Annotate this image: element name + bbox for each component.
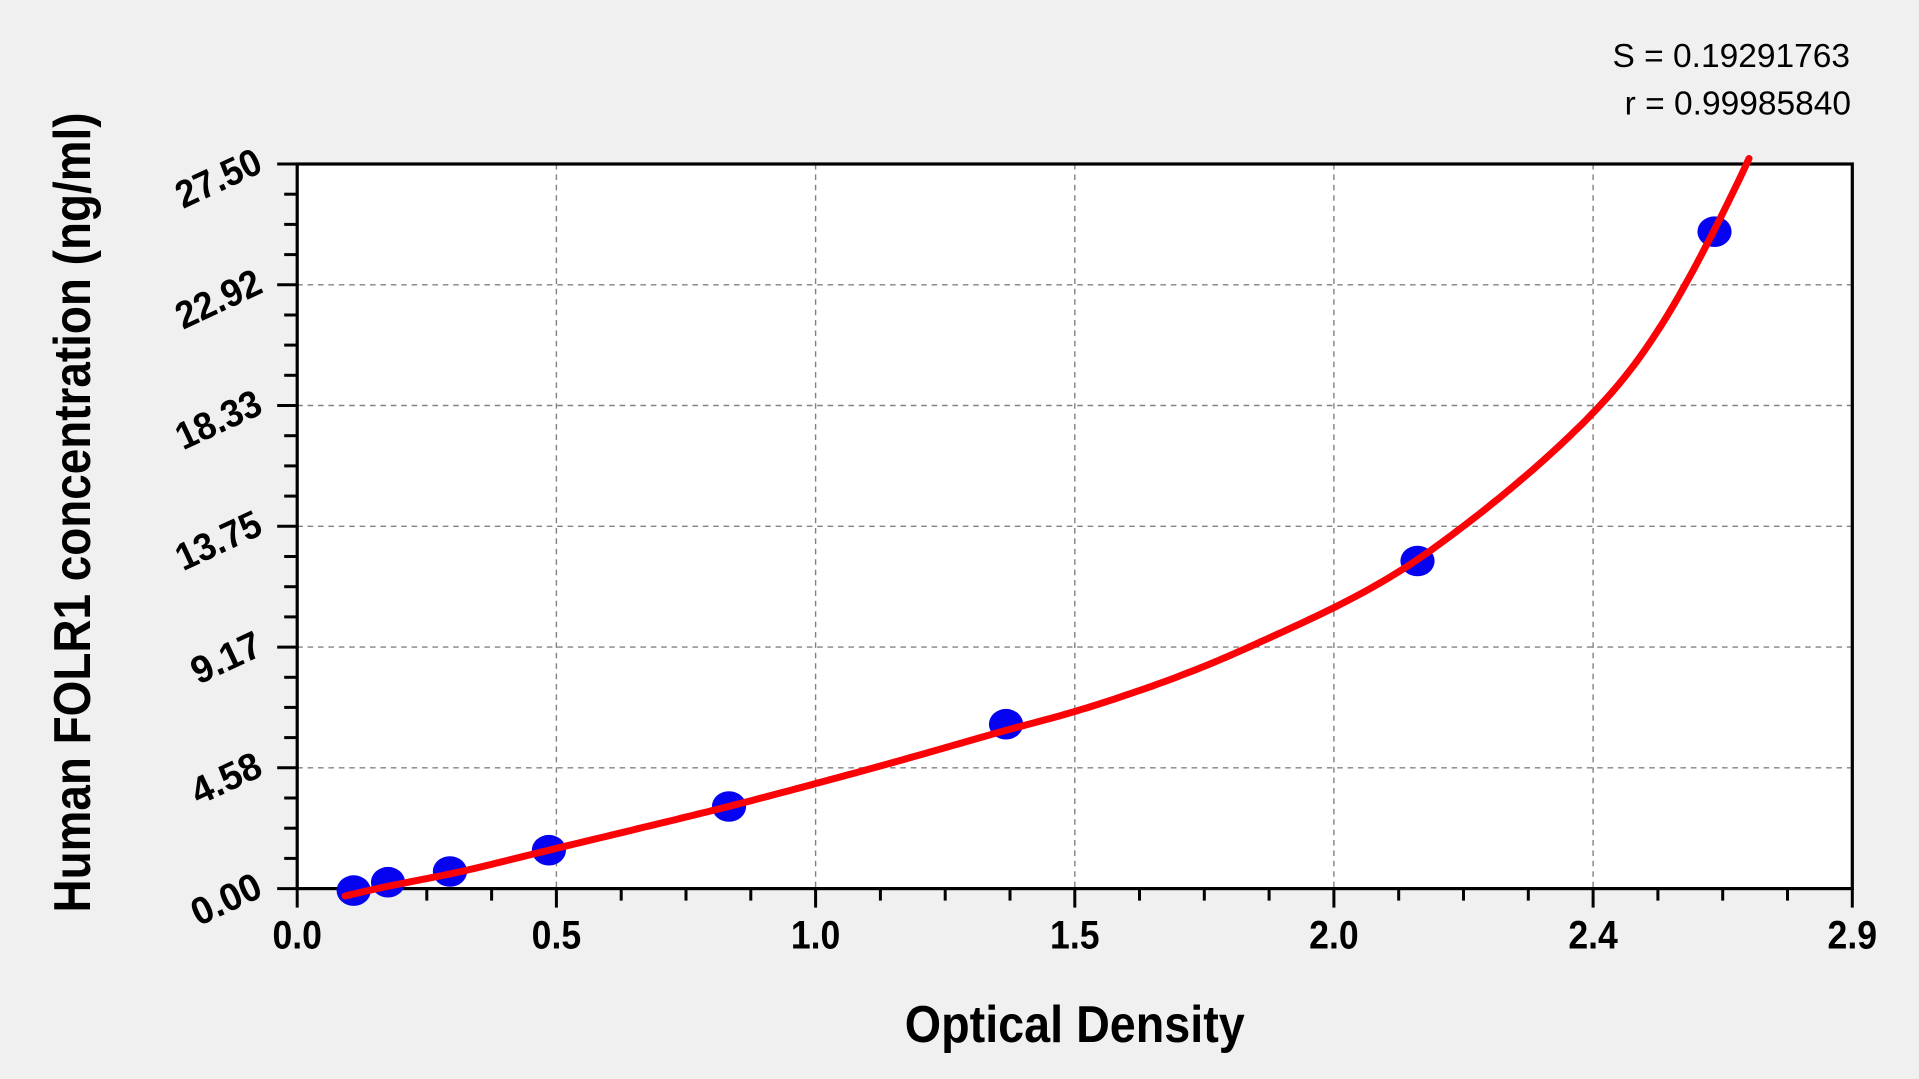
svg-text:2.0: 2.0 [1309, 914, 1359, 958]
svg-text:1.5: 1.5 [1050, 914, 1100, 958]
svg-text:S = 0.19291763: S = 0.19291763 [1612, 38, 1850, 75]
svg-text:0.0: 0.0 [272, 914, 322, 958]
svg-text:2.4: 2.4 [1568, 914, 1618, 958]
svg-text:1.0: 1.0 [791, 914, 841, 958]
svg-text:0.5: 0.5 [532, 914, 582, 958]
svg-text:Human FOLR1 concentration (ng/: Human FOLR1 concentration (ng/ml) [44, 113, 102, 913]
svg-text:r = 0.99985840: r = 0.99985840 [1625, 86, 1851, 123]
svg-text:Optical Density: Optical Density [905, 996, 1245, 1054]
svg-text:2.9: 2.9 [1828, 914, 1878, 958]
